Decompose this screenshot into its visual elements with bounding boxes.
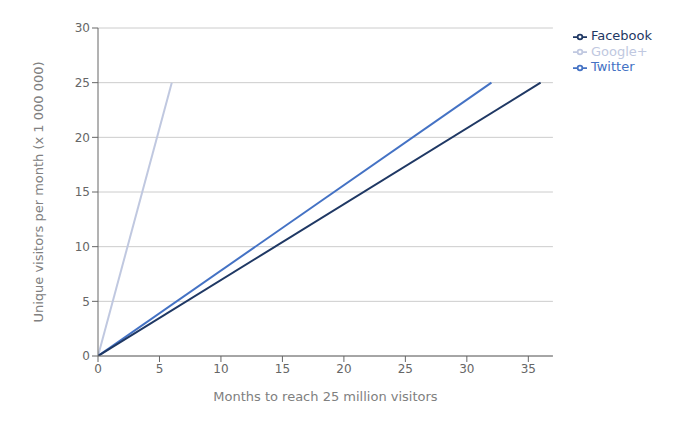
svg-text:5: 5 — [82, 295, 90, 309]
svg-text:20: 20 — [75, 131, 90, 145]
svg-text:25: 25 — [75, 76, 90, 90]
svg-text:10: 10 — [213, 362, 228, 376]
svg-text:30: 30 — [75, 21, 90, 35]
svg-text:10: 10 — [75, 240, 90, 254]
svg-text:5: 5 — [156, 362, 164, 376]
svg-text:0: 0 — [82, 349, 90, 363]
svg-text:15: 15 — [75, 185, 90, 199]
svg-text:Months to reach 25 million vis: Months to reach 25 million visitors — [213, 389, 438, 404]
svg-text:30: 30 — [459, 362, 474, 376]
svg-text:20: 20 — [336, 362, 351, 376]
html-text:Twitter: Twitter — [590, 59, 635, 74]
svg-text:0: 0 — [94, 362, 102, 376]
svg-text:25: 25 — [398, 362, 413, 376]
html-text:Google+: Google+ — [590, 43, 648, 59]
svg-text:35: 35 — [521, 362, 536, 376]
html-text:Facebook: Facebook — [590, 28, 652, 43]
svg-text:15: 15 — [275, 362, 290, 376]
svg-text:Unique visitors per month (x 1: Unique visitors per month (x 1 000 000) — [31, 61, 46, 322]
